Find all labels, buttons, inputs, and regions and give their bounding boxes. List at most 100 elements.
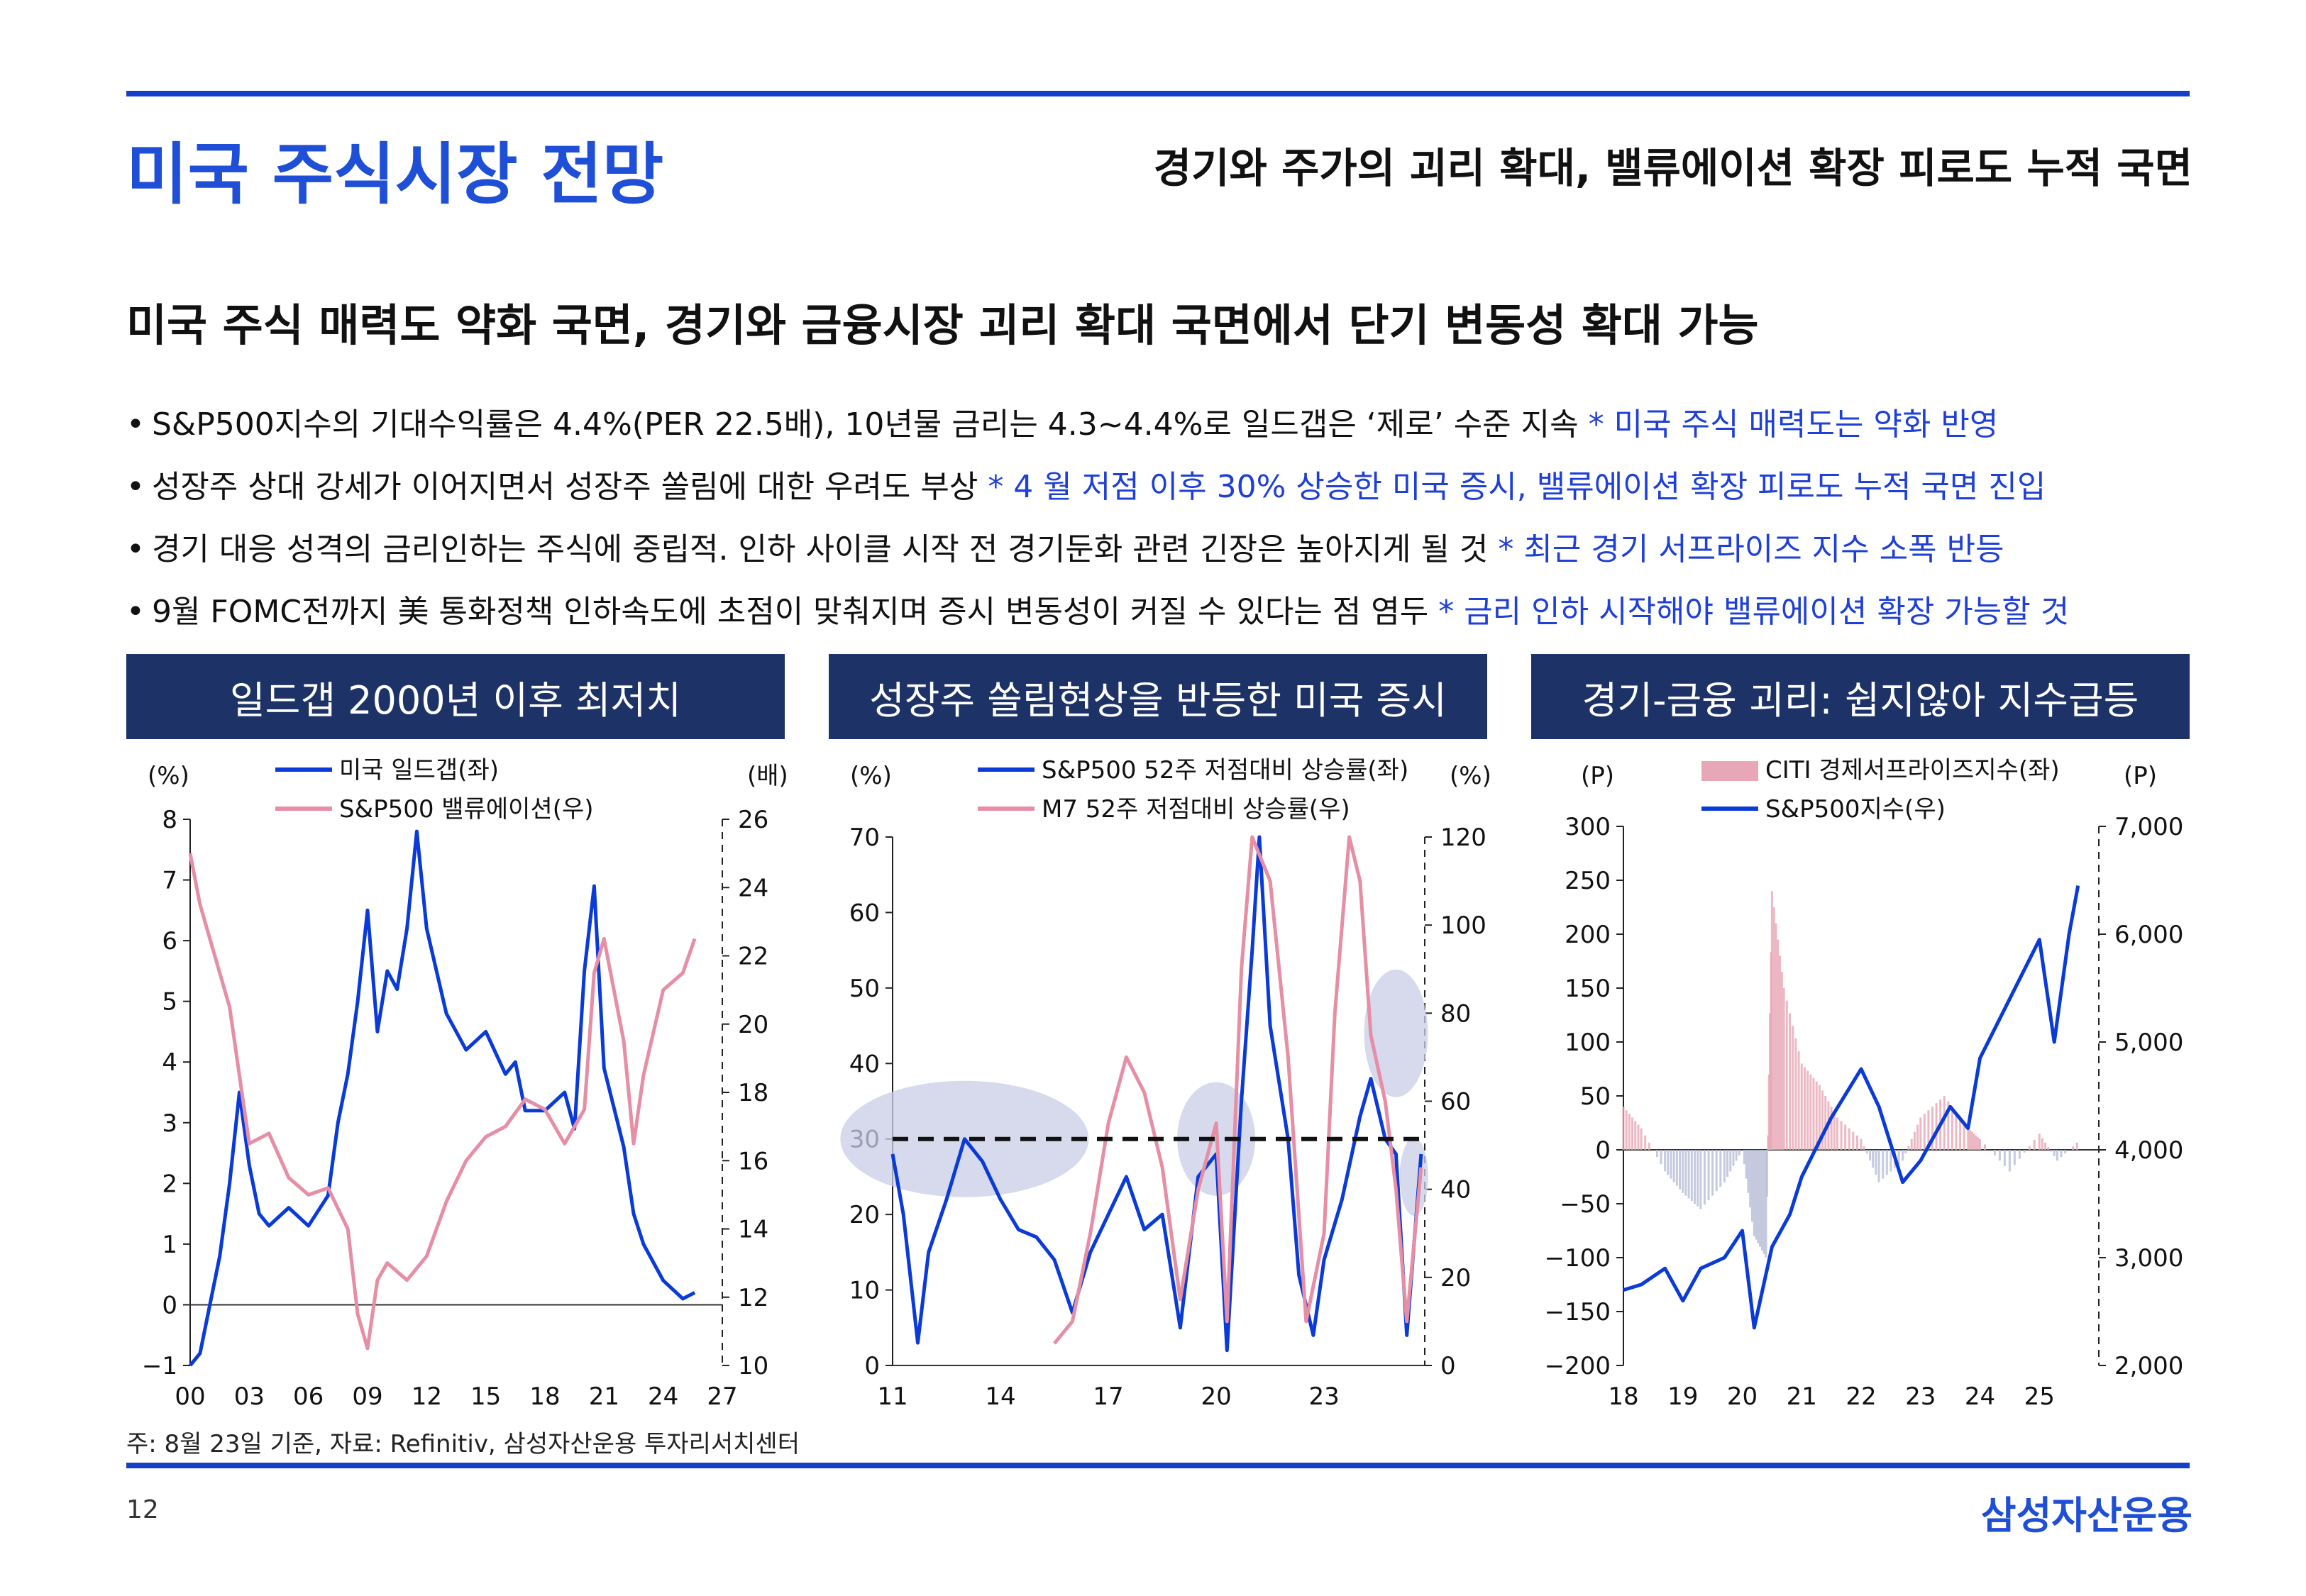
left-tick-label: 70	[849, 824, 880, 852]
x-tick-label: 20	[1727, 1382, 1758, 1411]
x-tick-label: 12	[412, 1382, 442, 1411]
x-tick-label: 24	[1965, 1382, 1995, 1411]
left-tick-label: 10	[849, 1277, 880, 1305]
left-tick-label: 250	[1565, 867, 1611, 895]
left-axis-unit: (%)	[148, 762, 189, 790]
chart-growth-concentration-svg: (%)(%)7060504030201001201008060402001114…	[840, 756, 1491, 1411]
right-tick-label: 60	[1440, 1088, 1471, 1116]
legend-label: S&P500 52주 저점대비 상승률(좌)	[1042, 756, 1408, 785]
legend-label: CITI 경제서프라이즈지수(좌)	[1765, 756, 2060, 785]
right-axis-unit: (%)	[1450, 762, 1491, 790]
panel-title-yield-gap: 일드갭 2000년 이후 최저치	[126, 654, 785, 739]
left-tick-label: 100	[1565, 1029, 1611, 1057]
left-tick-label: 50	[1580, 1082, 1611, 1111]
right-axis-unit: (P)	[2124, 762, 2157, 790]
left-tick-label: 8	[162, 806, 177, 834]
left-tick-label: −150	[1545, 1298, 1611, 1326]
legend-swatch	[1701, 761, 1758, 781]
left-tick-label: 6	[162, 927, 177, 955]
bullet-text: S&P500지수의 기대수익률은 4.4%(PER 22.5배), 10년물 금…	[151, 406, 1579, 443]
left-tick-label: 4	[162, 1048, 177, 1077]
x-tick-label: 06	[293, 1382, 324, 1411]
x-tick-label: 14	[985, 1382, 1015, 1411]
x-tick-label: 09	[352, 1382, 382, 1411]
chart-growth-concentration: (%)(%)7060504030201001201008060402001114…	[822, 748, 1494, 1415]
x-tick-label: 15	[470, 1382, 501, 1411]
chart-economy-market-gap: (P) (P) 300 250 200 150 100 50 0 −50 −100 −150 −200 7…	[1524, 748, 2197, 1415]
x-tick-label: 00	[175, 1382, 205, 1411]
right-tick-label: 12	[738, 1284, 768, 1312]
chart-yield-gap: (%) (배) 8 7 6 5 4 3 2 1 0 −1 26 24 22 20 18 16 14 12 10 00 03 0…	[119, 748, 792, 1415]
right-axis-unit: (배)	[747, 762, 788, 790]
left-tick-label: −50	[1560, 1190, 1611, 1219]
bullet-mark: •	[126, 594, 145, 630]
x-tick-label: 21	[1787, 1382, 1817, 1411]
highlight-oval	[1364, 969, 1428, 1097]
right-tick-label: 4,000	[2114, 1136, 2183, 1165]
left-tick-label: 150	[1565, 975, 1611, 1003]
left-tick-label: 200	[1565, 921, 1611, 949]
bullet-note: * 금리 인하 시작해야 밸류에이션 확장 가능할 것	[1428, 594, 2070, 630]
bullet-item: • 경기 대응 성격의 금리인하는 주식에 중립적. 인하 사이클 시작 전 경기…	[126, 519, 2219, 581]
bullet-note: * 미국 주식 매력도는 약화 반영	[1578, 406, 1999, 443]
series-line-1	[1053, 835, 1423, 1345]
right-tick-label: 10	[738, 1352, 768, 1380]
bullet-mark: •	[126, 406, 145, 443]
right-tick-label: 2,000	[2114, 1352, 2183, 1380]
left-tick-label: 0	[864, 1352, 880, 1380]
bullet-mark: •	[126, 531, 145, 567]
left-tick-label: 5	[162, 988, 177, 1016]
right-tick-label: 5,000	[2114, 1029, 2183, 1057]
right-tick-label: 20	[738, 1011, 768, 1039]
legend-label: 미국 일드갭(좌)	[339, 756, 499, 785]
bullet-item: • 성장주 상대 강세가 이어지면서 성장주 쏠림에 대한 우려도 부상 * 4 …	[126, 456, 2219, 519]
left-tick-label: −100	[1545, 1244, 1611, 1273]
bullet-item: • 9월 FOMC전까지 美 통화정책 인하속도에 초점이 맞춰지며 증시 변동성…	[126, 581, 2219, 643]
right-tick-label: 6,000	[2114, 921, 2183, 949]
right-tick-label: 14	[738, 1216, 768, 1244]
page-number: 12	[126, 1495, 159, 1524]
x-tick-label: 18	[529, 1382, 560, 1411]
bottom-rule	[126, 1463, 2190, 1468]
bullet-item: • S&P500지수의 기대수익률은 4.4%(PER 22.5배), 10년물 …	[126, 394, 2219, 456]
brand-logo-text: 삼성자산운용	[1980, 1493, 2192, 1538]
x-tick-label: 18	[1608, 1382, 1638, 1411]
right-tick-label: 24	[738, 874, 768, 902]
series-line-1	[1623, 885, 2080, 1330]
right-tick-label: 20	[1440, 1264, 1471, 1292]
bullet-note: * 4 월 저점 이후 30% 상승한 미국 증시, 밸류에이션 확장 피로도 …	[978, 469, 2046, 505]
right-tick-label: 40	[1440, 1176, 1471, 1204]
right-tick-label: 3,000	[2114, 1244, 2183, 1273]
section-headline: 미국 주식 매력도 약화 국면, 경기와 금융시장 괴리 확대 국면에서 단기 …	[126, 299, 1759, 351]
legend-label: S&P500지수(우)	[1765, 795, 1946, 824]
right-tick-label: 16	[738, 1147, 768, 1175]
x-tick-label: 23	[1905, 1382, 1936, 1411]
left-tick-label: 20	[849, 1201, 880, 1229]
right-tick-label: 22	[738, 943, 768, 971]
bullet-mark: •	[126, 469, 145, 505]
page-title: 미국 주식시장 전망	[126, 136, 664, 214]
x-tick-label: 17	[1093, 1382, 1123, 1411]
right-tick-label: 26	[738, 806, 768, 834]
right-tick-label: 80	[1440, 999, 1471, 1028]
x-tick-label: 19	[1667, 1382, 1698, 1411]
left-axis-unit: (%)	[850, 762, 892, 790]
left-tick-label: 2	[162, 1170, 177, 1198]
x-tick-label: 22	[1846, 1382, 1876, 1411]
left-tick-label: 3	[162, 1109, 177, 1138]
x-tick-label: 21	[589, 1382, 619, 1411]
left-tick-label: 0	[162, 1291, 177, 1319]
bullet-text: 성장주 상대 강세가 이어지면서 성장주 쏠림에 대한 우려도 부상	[151, 469, 978, 505]
right-tick-label: 0	[1440, 1352, 1456, 1380]
left-tick-label: 1	[162, 1231, 177, 1259]
page-subtitle: 경기와 주가의 괴리 확대, 밸류에이션 확장 피로도 누적 국면	[1153, 144, 2192, 192]
left-tick-label: 7	[162, 867, 177, 895]
x-tick-label: 03	[234, 1382, 265, 1411]
bullet-note: * 최근 경기 서프라이즈 지수 소폭 반등	[1488, 531, 2004, 567]
left-tick-label: 300	[1565, 813, 1611, 841]
right-tick-label: 100	[1440, 911, 1486, 940]
series-line-1	[188, 853, 697, 1351]
x-tick-label: 27	[707, 1382, 737, 1411]
legend-label: S&P500 밸류에이션(우)	[339, 795, 594, 824]
